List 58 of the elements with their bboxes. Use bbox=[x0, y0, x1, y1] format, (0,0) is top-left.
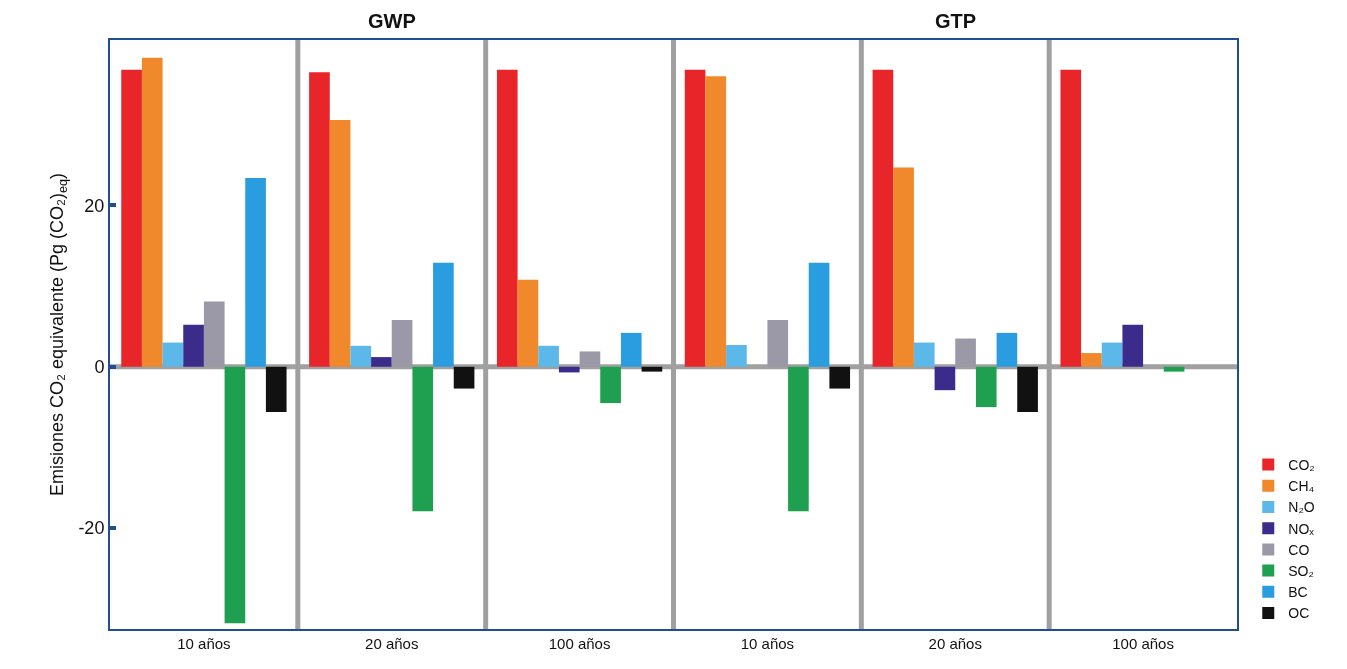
bar bbox=[453, 366, 475, 389]
bar bbox=[975, 366, 997, 408]
bar bbox=[1060, 69, 1082, 367]
bar bbox=[309, 72, 330, 367]
bar bbox=[558, 366, 580, 373]
bar bbox=[641, 366, 663, 372]
bar bbox=[412, 366, 434, 512]
bar bbox=[162, 342, 184, 367]
y-tick-label: 0 bbox=[94, 357, 105, 378]
legend-label: OC bbox=[1288, 605, 1310, 622]
bar bbox=[705, 76, 727, 367]
bar bbox=[1017, 366, 1038, 412]
legend-label: N₂O bbox=[1288, 499, 1315, 516]
bar bbox=[684, 69, 706, 367]
bar bbox=[371, 357, 392, 367]
bar bbox=[224, 366, 246, 624]
bar bbox=[829, 366, 851, 389]
legend-label: CH₄ bbox=[1288, 478, 1315, 495]
bar bbox=[1081, 353, 1102, 367]
bar bbox=[600, 366, 621, 404]
y-tick-label: -20 bbox=[78, 518, 105, 539]
bar bbox=[726, 344, 747, 367]
bar bbox=[1101, 342, 1123, 367]
bar bbox=[893, 167, 914, 367]
bar bbox=[538, 345, 559, 367]
bar bbox=[141, 57, 163, 367]
bar bbox=[1163, 366, 1185, 372]
bar bbox=[329, 119, 351, 367]
bar bbox=[265, 366, 287, 412]
y-tick-label: 20 bbox=[84, 195, 105, 216]
bar bbox=[808, 262, 830, 367]
x-tick-label: 100 años bbox=[1112, 635, 1174, 652]
x-tick-label: 100 años bbox=[548, 635, 611, 652]
bar bbox=[788, 366, 809, 512]
legend-label: BC bbox=[1288, 584, 1308, 601]
legend-label: CO₂ bbox=[1288, 457, 1315, 474]
bar bbox=[245, 177, 266, 367]
bar bbox=[517, 279, 539, 367]
bar bbox=[934, 366, 956, 391]
bar bbox=[872, 69, 894, 367]
bar bbox=[433, 262, 454, 367]
bar bbox=[1122, 324, 1144, 367]
legend-label: NOₓ bbox=[1288, 520, 1315, 537]
legend-label: SO₂ bbox=[1288, 563, 1314, 580]
bar bbox=[121, 69, 142, 367]
x-tick-label: 10 años bbox=[740, 635, 795, 652]
text: GTP bbox=[935, 10, 977, 32]
bar bbox=[496, 69, 518, 367]
x-tick-label: 20 años bbox=[365, 635, 419, 652]
x-tick-label: 20 años bbox=[928, 635, 982, 652]
text: GWP bbox=[368, 10, 416, 32]
bar bbox=[183, 324, 204, 367]
bar bbox=[913, 342, 935, 367]
bar bbox=[996, 332, 1018, 367]
x-tick-label: 10 años bbox=[177, 635, 231, 652]
bar bbox=[620, 332, 642, 367]
legend-label: CO bbox=[1288, 541, 1310, 558]
bar bbox=[350, 345, 372, 367]
